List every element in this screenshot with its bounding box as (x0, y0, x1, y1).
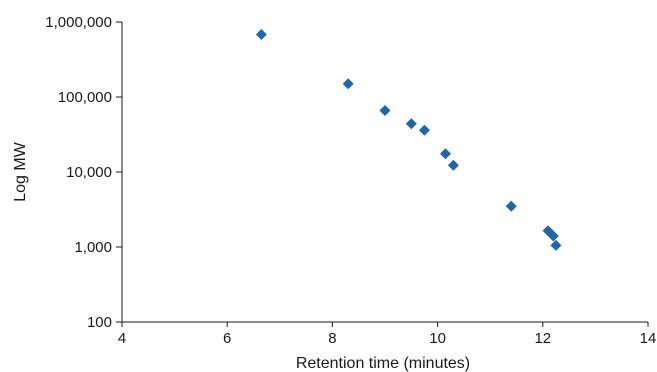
y-tick-label: 10,000 (66, 164, 112, 181)
data-point-marker (550, 239, 562, 251)
y-tick-label: 100,000 (58, 89, 112, 106)
x-axis-title: Retention time (minutes) (296, 355, 470, 372)
x-tick-label: 4 (118, 330, 126, 347)
x-tick-label: 6 (223, 330, 231, 347)
y-tick-label: 100 (87, 314, 112, 331)
data-point-marker (447, 159, 459, 171)
data-point-marker (418, 124, 430, 136)
data-point-marker (255, 29, 267, 41)
x-tick-label: 14 (640, 330, 657, 347)
data-point-marker (547, 230, 559, 242)
y-axis-title: Log MW (12, 141, 29, 201)
x-axis-ticks: 4 6 8 10 12 14 (118, 322, 657, 347)
data-point-marker (505, 200, 517, 212)
y-tick-label: 1,000,000 (45, 14, 112, 31)
x-tick-label: 12 (534, 330, 551, 347)
data-points (255, 29, 562, 251)
x-tick-label: 8 (328, 330, 336, 347)
data-point-marker (379, 105, 391, 117)
x-tick-label: 10 (429, 330, 446, 347)
data-point-marker (439, 148, 451, 160)
y-axis-ticks: 100 1,000 10,000 100,000 1,000,000 (45, 14, 122, 331)
y-tick-label: 1,000 (74, 239, 112, 256)
data-point-marker (342, 78, 354, 90)
data-point-marker (405, 118, 417, 130)
